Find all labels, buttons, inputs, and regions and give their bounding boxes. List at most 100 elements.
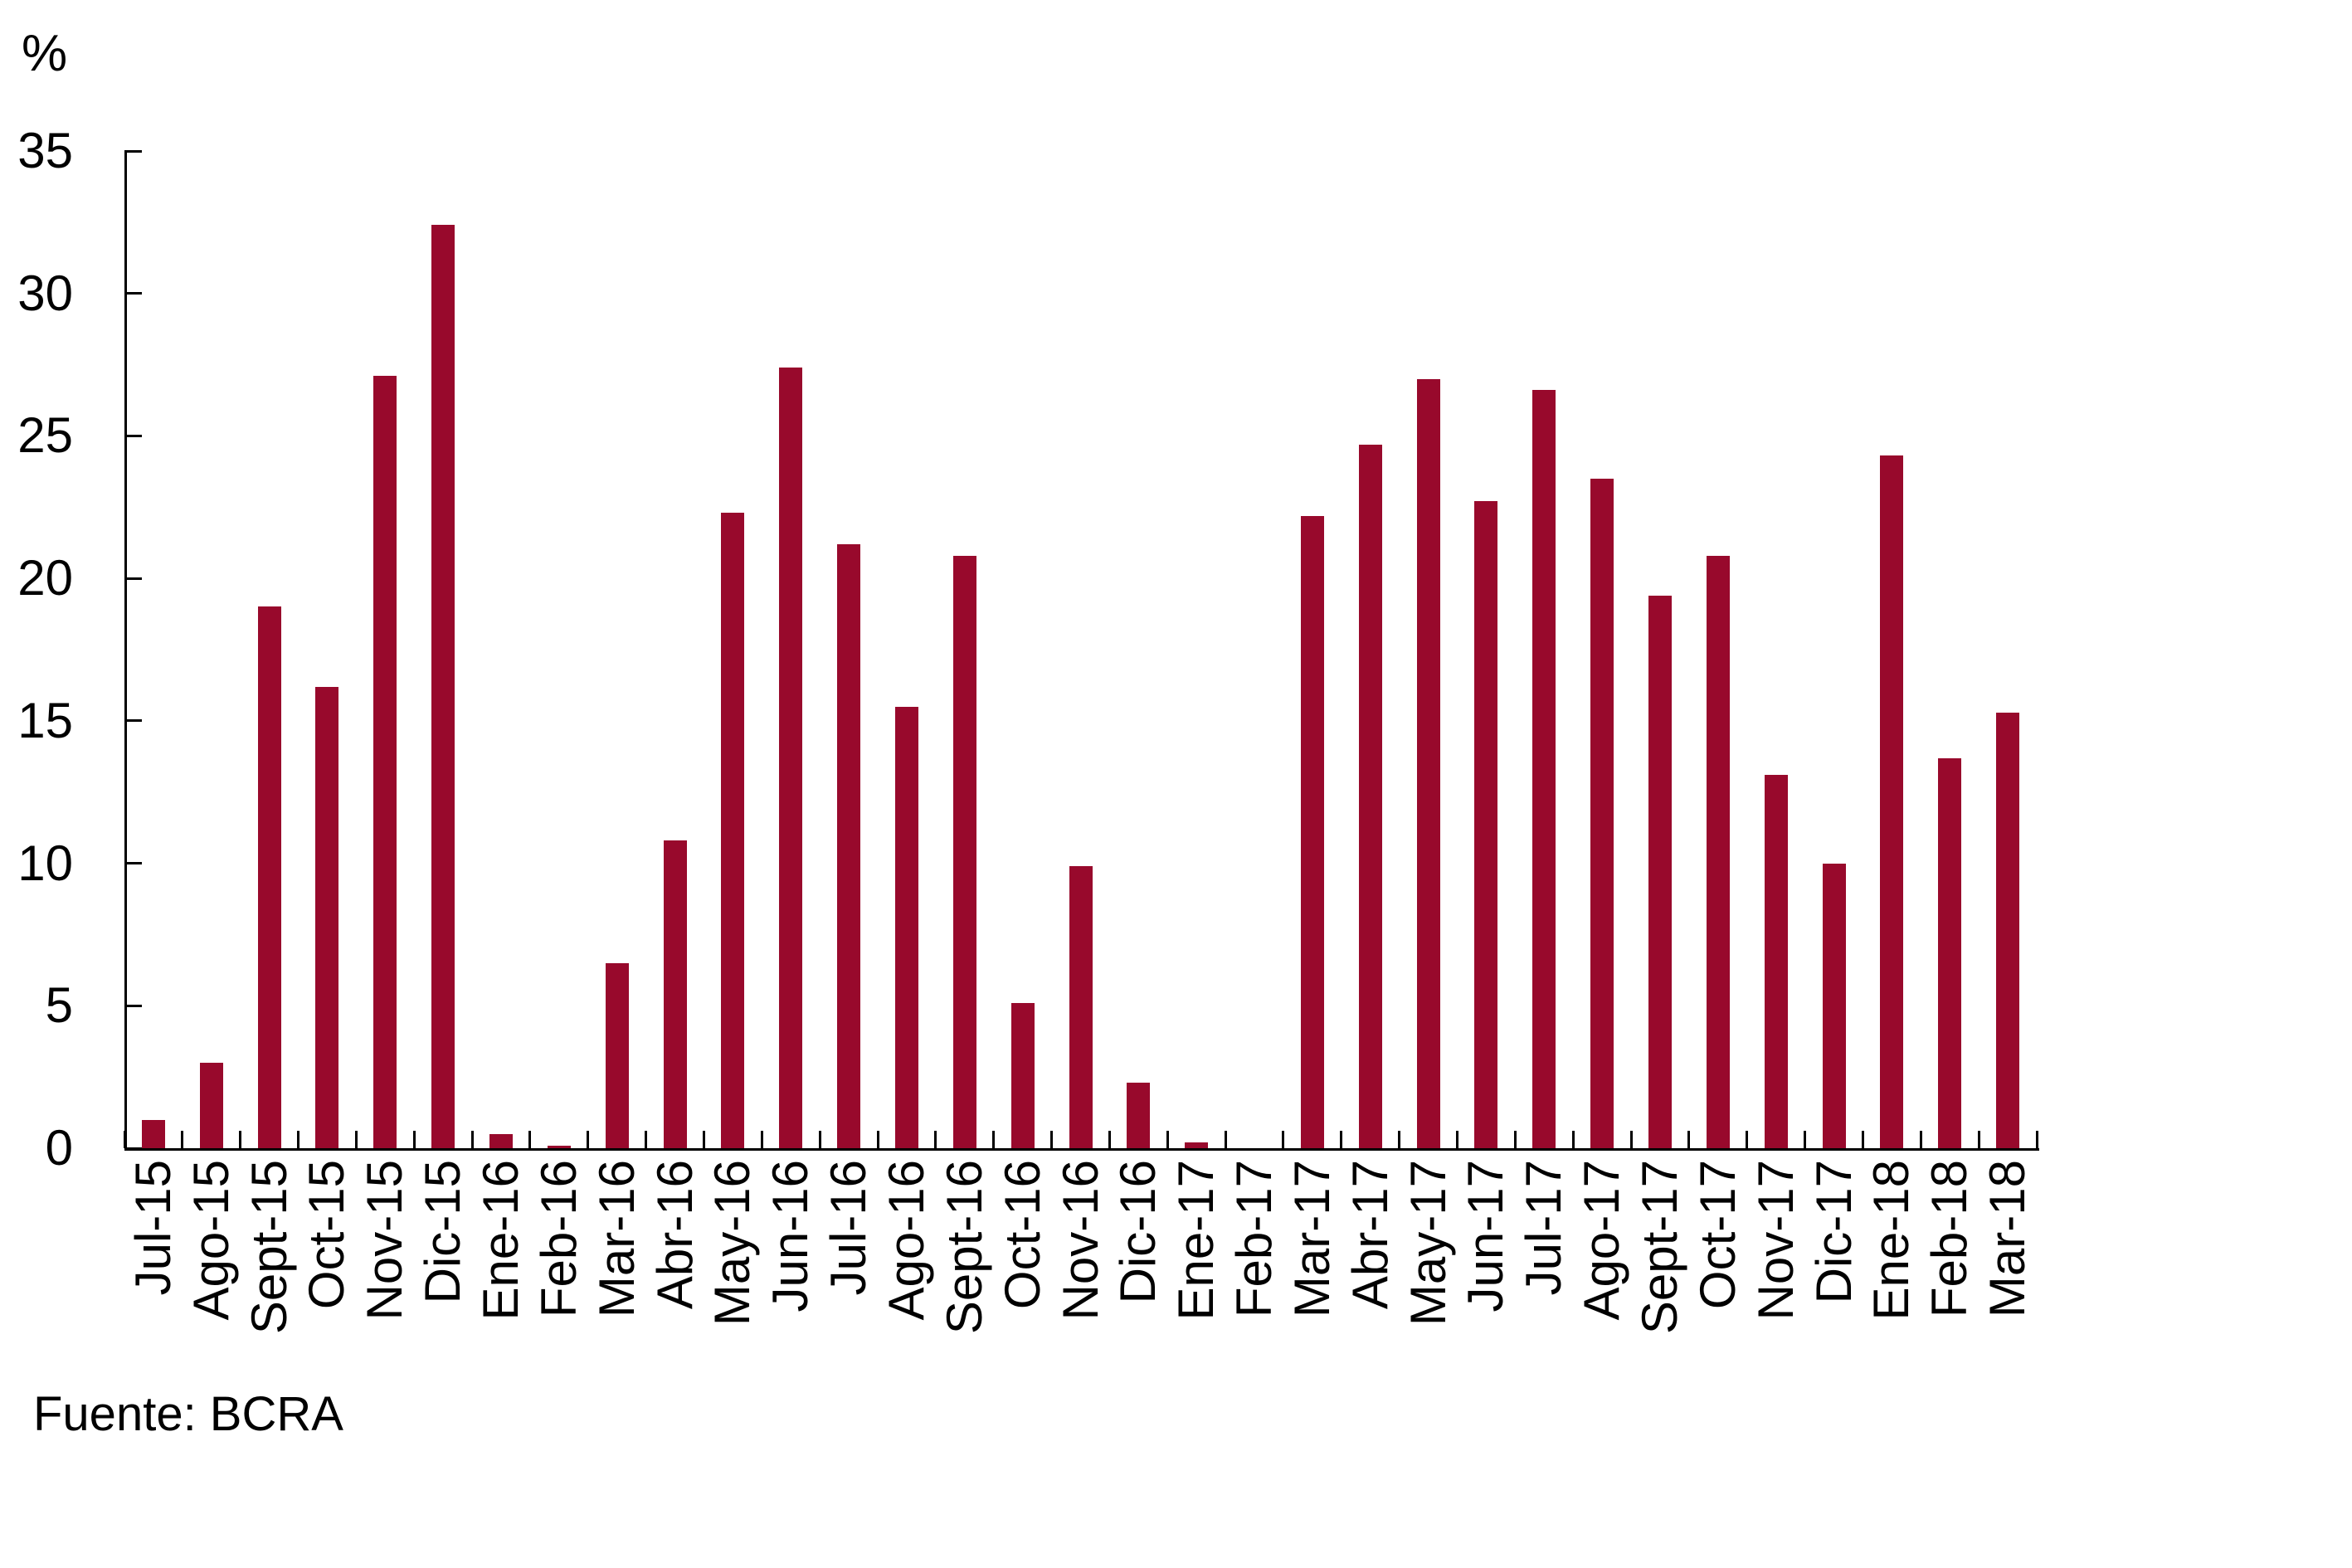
bar-May-16 [721,513,745,1148]
bar-Mar-18 [1996,713,2020,1148]
x-axis-label-May-16: May-16 [704,1160,761,1327]
bar-Jul-15 [141,1120,165,1148]
bar-Ago-16 [894,707,918,1148]
x-axis-tick [1108,1131,1111,1148]
bar-Mar-16 [605,963,629,1148]
y-axis-tick [124,719,142,723]
bar-Dic-17 [1822,864,1846,1148]
x-axis-tick [1513,1131,1517,1148]
x-axis-tick [1166,1131,1169,1148]
x-axis-label-Ene-17: Ene-17 [1168,1160,1225,1321]
x-axis-label-Nov-15: Nov-15 [357,1160,413,1321]
plot-area [123,149,2038,1150]
x-axis-label-Abr-17: Abr-17 [1342,1160,1398,1310]
x-axis-label-Jun-17: Jun-17 [1458,1160,1514,1312]
y-axis-label-20: 20 [17,550,73,606]
y-axis-label-30: 30 [17,265,73,321]
bar-May-17 [1416,379,1440,1148]
y-axis-label-25: 25 [17,407,73,464]
x-axis-tick [1398,1131,1401,1148]
x-axis-label-Nov-17: Nov-17 [1747,1160,1804,1321]
x-axis-label-Jul-17: Jul-17 [1516,1160,1572,1296]
x-axis-tick [1340,1131,1343,1148]
bar-Abr-17 [1358,445,1382,1148]
x-axis-tick [992,1131,996,1148]
x-axis-tick [645,1131,648,1148]
y-axis-tick [124,1004,142,1007]
x-axis-label-Nov-16: Nov-16 [1052,1160,1108,1321]
bar-Ago-15 [199,1063,223,1148]
x-axis-label-Ago-17: Ago-17 [1574,1160,1630,1321]
bar-Jul-17 [1532,390,1556,1148]
bar-Dic-15 [431,225,455,1148]
x-axis-tick [1919,1131,1922,1148]
bar-Jun-17 [1474,501,1498,1148]
x-axis-label-Dic-17: Dic-17 [1805,1160,1862,1304]
bar-Feb-18 [1938,758,1962,1148]
x-axis-tick [818,1131,821,1148]
x-axis-tick [1282,1131,1285,1148]
x-axis-tick [1861,1131,1864,1148]
bar-Oct-16 [1010,1003,1035,1148]
x-axis-label-Sept-15: Sept-15 [241,1160,297,1335]
y-axis-tick [124,292,142,295]
bar-Jul-16 [837,544,861,1148]
bar-Oct-17 [1706,556,1730,1148]
y-axis-label-0: 0 [45,1120,73,1176]
x-axis-label-Feb-17: Feb-17 [1226,1160,1283,1318]
y-axis-tick [124,434,142,437]
x-axis-line [124,1148,2039,1151]
y-axis-label-35: 35 [17,123,73,178]
y-axis-label-15: 15 [17,692,73,748]
x-axis-tick [239,1131,242,1148]
x-axis-label-Mar-16: Mar-16 [588,1160,645,1318]
bar-Ene-17 [1185,1142,1209,1148]
x-axis-tick [1977,1131,1980,1148]
x-axis-tick [528,1131,532,1148]
x-axis-tick [702,1131,705,1148]
x-axis-label-Feb-16: Feb-16 [530,1160,587,1318]
x-axis-tick [1571,1131,1575,1148]
x-axis-tick [470,1131,474,1148]
y-axis-label-5: 5 [45,977,73,1034]
source-note: Fuente: BCRA [33,1387,343,1441]
bar-Ene-18 [1880,455,1904,1148]
x-axis-tick [1746,1131,1749,1148]
bar-Ene-16 [489,1134,513,1148]
x-axis-label-Ene-16: Ene-16 [473,1160,528,1321]
bar-Ago-17 [1590,479,1614,1148]
y-axis-tick [124,1147,142,1150]
x-axis-label-Ago-15: Ago-15 [183,1160,239,1321]
bar-Feb-16 [547,1146,571,1148]
bar-Sept-17 [1648,596,1672,1148]
x-axis-label-Jun-16: Jun-16 [762,1160,819,1312]
bar-Dic-16 [1127,1083,1151,1148]
x-axis-label-Mar-18: Mar-18 [1979,1160,2036,1318]
bar-Oct-15 [315,687,339,1148]
x-axis-label-Jul-16: Jul-16 [821,1160,877,1296]
bar-Sept-15 [257,606,281,1148]
x-axis-tick [297,1131,300,1148]
y-axis-tick [124,862,142,865]
x-axis-label-Oct-16: Oct-16 [994,1160,1050,1310]
x-axis-label-Feb-18: Feb-18 [1921,1160,1978,1318]
x-axis-label-Oct-15: Oct-15 [299,1160,355,1310]
bar-Nov-17 [1764,775,1788,1148]
x-axis-tick [1224,1131,1227,1148]
bar-Nov-16 [1069,866,1093,1148]
x-axis-label-May-17: May-17 [1400,1160,1456,1327]
y-axis-tick [124,149,142,153]
x-axis-tick [412,1131,416,1148]
x-axis-label-Sept-17: Sept-17 [1631,1160,1687,1335]
bar-Jun-16 [779,368,803,1148]
bar-Abr-16 [663,840,687,1148]
y-axis-label-10: 10 [17,835,73,891]
bar-Nov-15 [373,376,397,1148]
x-axis-label-Dic-15: Dic-15 [415,1160,471,1304]
bar-Sept-16 [952,556,976,1148]
x-axis-tick [1456,1131,1458,1148]
x-axis-label-Ene-18: Ene-18 [1863,1160,1920,1321]
x-axis-tick [181,1131,184,1148]
x-axis-tick [587,1131,590,1148]
